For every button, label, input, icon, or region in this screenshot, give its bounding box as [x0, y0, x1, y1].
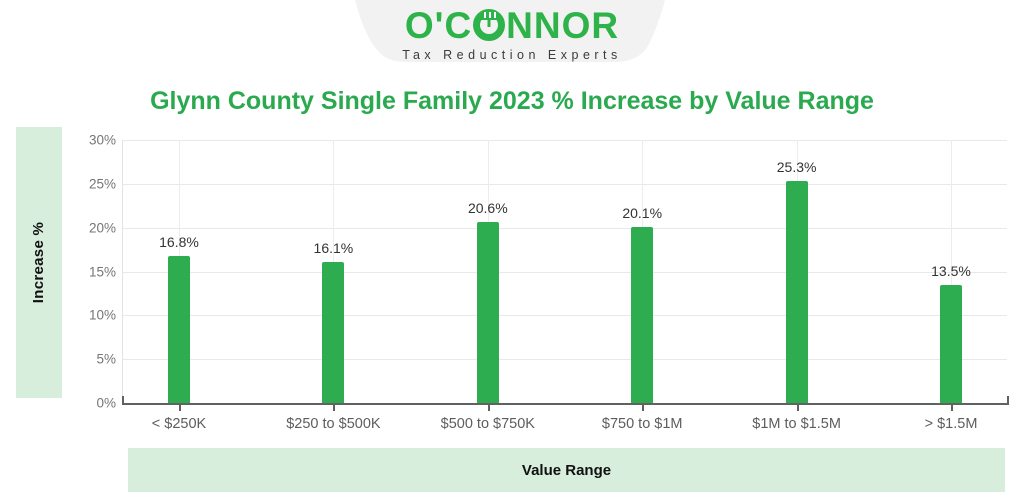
bar-value-label: 16.1%: [313, 239, 354, 256]
logo: O'C NNOR Tax Reduction Experts: [0, 6, 1024, 63]
x-tick: [642, 405, 645, 411]
y-axis-ticks: 0% 5% 10% 15% 20% 25% 30%: [60, 133, 116, 411]
gridline-h: [122, 140, 1007, 141]
bar-value-label: 25.3%: [776, 159, 817, 176]
x-axis-line: [122, 396, 1009, 411]
x-tick: [179, 405, 181, 411]
bar-value-label: 16.8%: [159, 233, 199, 250]
x-axis-endcap: [122, 396, 124, 405]
y-tick-label: 10%: [88, 307, 116, 323]
x-tick-label: $500 to $750K: [440, 416, 535, 432]
bar-5[interactable]: [785, 181, 808, 403]
x-tick-label: $250 to $500K: [286, 416, 381, 432]
chart-title: Glynn County Single Family 2023 % Increa…: [150, 87, 874, 115]
bar-value-label: 20.1%: [622, 204, 663, 221]
y-tick-label: 15%: [88, 264, 116, 279]
x-tick-label: $1M to $1.5M: [752, 416, 841, 432]
bar-value-label: 20.6%: [467, 200, 508, 217]
gridline-h: [122, 227, 1007, 229]
gridline-h: [122, 183, 1007, 185]
x-tick: [951, 405, 953, 411]
x-tick: [487, 405, 490, 411]
x-axis-endcap: [1007, 396, 1009, 405]
bar-6[interactable]: [940, 284, 962, 403]
x-tick: [796, 405, 799, 411]
gridline-h: [122, 271, 1007, 273]
gridline-v: [951, 140, 952, 403]
bar-1[interactable]: [168, 255, 190, 403]
logo-tagline: Tax Reduction Experts: [402, 48, 622, 62]
bar-2[interactable]: [322, 261, 345, 403]
x-axis-labels: < $250K $250 to $500K $500 to $750K $750 to…: [122, 416, 1008, 436]
tape-measure-o-icon: [473, 9, 506, 41]
x-axis-label-box: Value Range: [128, 448, 1005, 492]
gridline-h: [122, 315, 1007, 317]
logo-text-pre: O'C: [404, 5, 473, 46]
bar-value-label: 13.5%: [931, 262, 971, 279]
x-tick-label: < $250K: [151, 416, 207, 432]
x-tick-label: > $1.5M: [924, 416, 978, 432]
y-tick-label: 20%: [88, 220, 116, 236]
x-tick: [333, 405, 336, 411]
logo-text-post: NNOR: [506, 5, 620, 46]
x-axis-label: Value Range: [521, 461, 612, 479]
y-tick-label: 25%: [88, 176, 116, 192]
gridline-h: [122, 359, 1007, 361]
plot-area: 16.8% 16.1% 20.6% 20.1% 25.3% 13.5%: [122, 140, 1007, 403]
y-tick-label: 0%: [96, 395, 116, 411]
y-tick-label: 30%: [88, 132, 116, 148]
y-axis-label-box: Increase %: [16, 127, 62, 398]
bar-3[interactable]: [476, 222, 499, 403]
logo-wordmark: O'C NNOR: [0, 6, 1024, 46]
logo-badge-shape: [355, 0, 665, 62]
bar-4[interactable]: [631, 226, 654, 403]
x-tick-label: $750 to $1M: [601, 416, 683, 432]
y-tick-label: 5%: [96, 351, 116, 367]
y-axis-label: Increase %: [30, 221, 48, 304]
